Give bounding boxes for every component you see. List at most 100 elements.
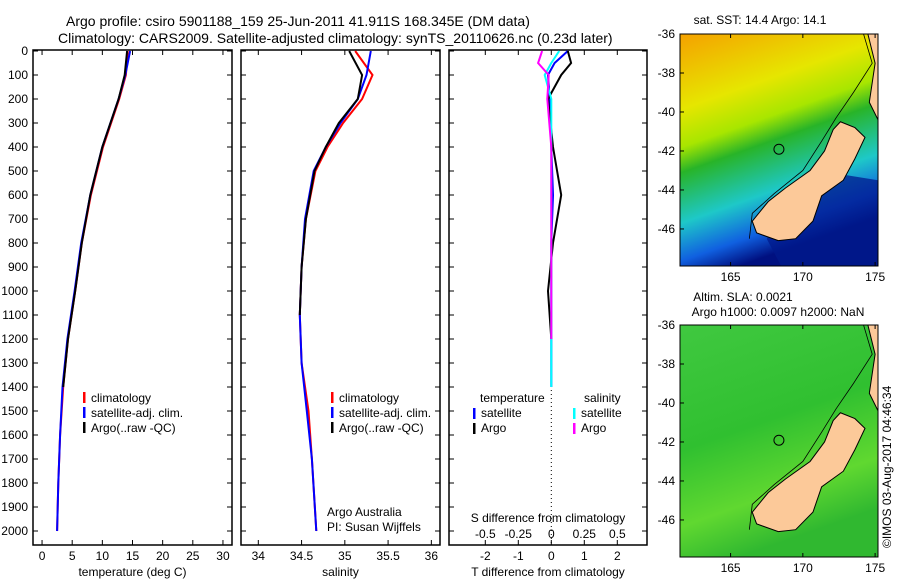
bathymetry-contour (748, 33, 873, 239)
cold-water-region (766, 170, 878, 266)
legend-label: satellite-adj. clim. (91, 406, 183, 420)
map-frame (679, 324, 879, 558)
s-diff-tick-label: -0.5 (475, 527, 496, 541)
legend-title-temperature: temperature (480, 391, 545, 405)
depth-tick-label: 1200 (1, 332, 28, 346)
lat-tick-label: -46 (658, 222, 676, 236)
legend-label: Argo(..raw -QC) (339, 421, 424, 435)
map-panel-1 (679, 33, 879, 267)
lat-tick-label: -44 (658, 183, 676, 197)
lat-tick-label: -42 (658, 144, 676, 158)
lon-tick-label: 175 (865, 561, 885, 575)
depth-tick-label: 300 (8, 116, 28, 130)
pi-text: PI: Susan Wijffels (327, 520, 421, 534)
sla-map-title: Altim. SLA: 0.0021 (693, 290, 793, 304)
bathymetry-contour (748, 324, 873, 530)
s-diff-tick-label: 0.25 (573, 527, 597, 541)
profile-panel-3 (448, 49, 648, 546)
legend-swatch (83, 422, 86, 433)
x-tick-label: 34 (252, 549, 266, 563)
lon-tick-label: 170 (793, 270, 813, 284)
lon-tick-label: 165 (721, 561, 741, 575)
legend-label: satellite (481, 406, 522, 420)
t-diff-axis-label: T difference from climatology (471, 565, 625, 579)
s-diff-tick-label: -0.25 (505, 527, 533, 541)
depth-tick-label: 1800 (1, 476, 28, 490)
x-tick-label: 25 (186, 549, 200, 563)
x-tick-label: 35.5 (376, 549, 400, 563)
depth-tick-label: 1000 (1, 284, 28, 298)
t-diff-tick-label: 1 (581, 549, 588, 563)
legend-swatch (83, 392, 86, 403)
south-island-land (751, 412, 866, 533)
lon-tick-label: 170 (793, 561, 813, 575)
panel-frame (240, 49, 441, 546)
legend-swatch (473, 423, 476, 434)
x-tick-label: 30 (216, 549, 230, 563)
title-line-1: Argo profile: csiro 5901188_159 25-Jun-2… (66, 13, 530, 29)
map-frame (679, 33, 879, 267)
lat-tick-label: -36 (658, 318, 676, 332)
depth-tick-label: 700 (8, 212, 28, 226)
s-diff-tick-label: 0.5 (609, 527, 626, 541)
s-diff-axis-label: S difference from climatology (471, 511, 626, 525)
depth-tick-label: 2000 (1, 524, 28, 538)
depth-tick-label: 1600 (1, 428, 28, 442)
legend-label: climatology (339, 391, 399, 405)
title-line-2: Climatology: CARS2009. Satellite-adjuste… (58, 30, 613, 46)
lon-tick-label: 165 (721, 270, 741, 284)
s-diff-tick-label: 0 (548, 527, 555, 541)
series-line-argo---raw--qc- (62, 50, 129, 388)
depth-tick-label: 1400 (1, 380, 28, 394)
profile-panel-2 (240, 49, 441, 546)
legend-swatch (573, 408, 576, 419)
legend-swatch (83, 407, 86, 418)
panel-frame (32, 49, 233, 546)
credit-text: Argo Australia (327, 505, 402, 519)
x-tick-label: 35 (338, 549, 352, 563)
x-tick-label: 36 (425, 549, 439, 563)
lat-tick-label: -40 (658, 105, 676, 119)
x-tick-label: 34.5 (290, 549, 314, 563)
t-diff-tick-label: -1 (513, 549, 524, 563)
imos-stamp: ©IMOS 03-Aug-2017 04:46:34 (880, 385, 894, 548)
legend-swatch (331, 392, 334, 403)
argo-float-position-marker (773, 143, 785, 155)
depth-tick-label: 1300 (1, 356, 28, 370)
lat-tick-label: -44 (658, 474, 676, 488)
legend-label: Argo (481, 421, 507, 435)
legend-title-salinity: salinity (584, 391, 621, 405)
x-tick-label: 15 (126, 549, 140, 563)
series-line-climatology (56, 50, 129, 532)
profile-panel-1 (32, 49, 233, 546)
legend-swatch (473, 408, 476, 419)
t-diff-tick-label: 2 (614, 549, 621, 563)
map-panel-2 (679, 324, 879, 558)
legend-label: satellite (581, 406, 622, 420)
depth-tick-label: 800 (8, 236, 28, 250)
depth-tick-label: 1500 (1, 404, 28, 418)
lat-tick-label: -40 (658, 396, 676, 410)
x-tick-label: 20 (156, 549, 170, 563)
legend-label: satellite-adj. clim. (339, 406, 431, 420)
x-tick-label: 10 (96, 549, 110, 563)
t-diff-tick-label: 0 (548, 549, 555, 563)
argo-float-position-marker (773, 434, 785, 446)
depth-tick-label: 400 (8, 140, 28, 154)
lat-tick-label: -38 (658, 66, 676, 80)
t-diff-tick-label: -2 (480, 549, 491, 563)
legend-label: Argo(..raw -QC) (91, 421, 176, 435)
lat-tick-label: -42 (658, 435, 676, 449)
depth-tick-label: 1700 (1, 452, 28, 466)
x-axis-label: salinity (322, 565, 359, 579)
panel-frame (448, 49, 648, 546)
x-tick-label: 0 (39, 549, 46, 563)
depth-tick-label: 1900 (1, 500, 28, 514)
series-line-climatology (298, 50, 374, 532)
lat-tick-label: -36 (658, 27, 676, 41)
lon-tick-label: 175 (865, 270, 885, 284)
x-axis-label: temperature (deg C) (78, 565, 186, 579)
x-tick-label: 5 (69, 549, 76, 563)
